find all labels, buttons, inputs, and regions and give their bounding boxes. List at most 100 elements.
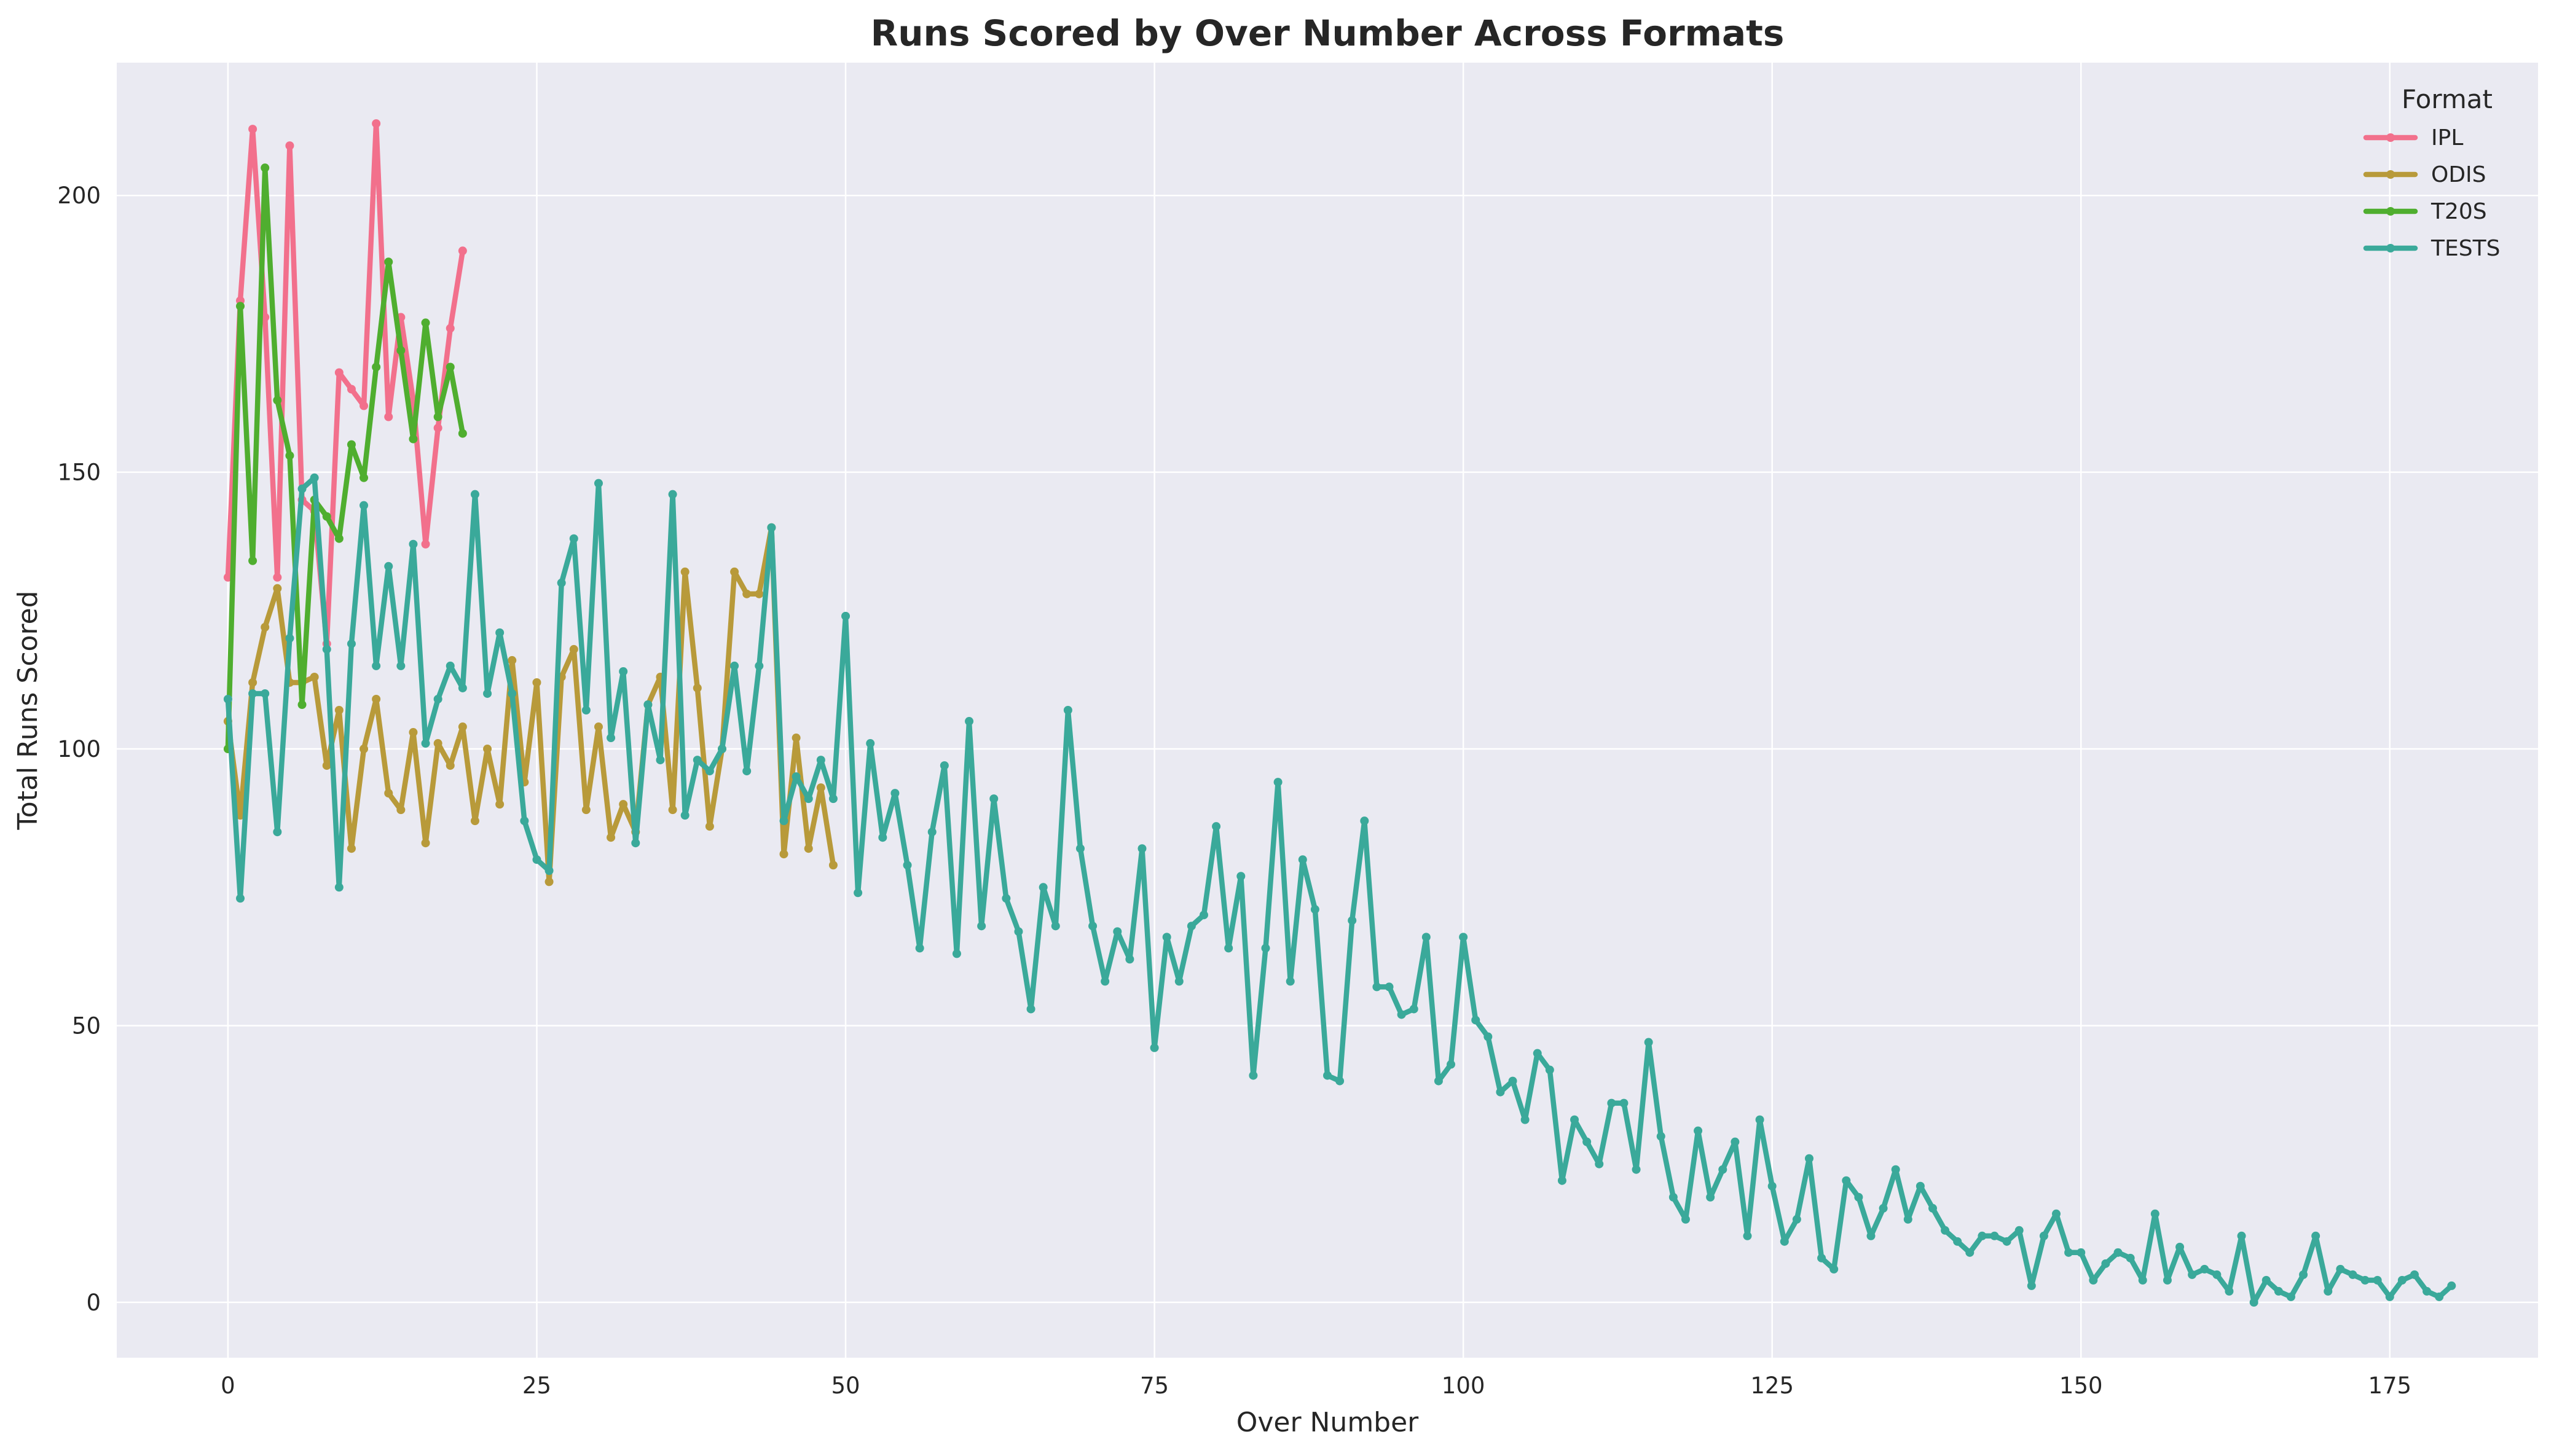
y-axis-ticks: 0 50 100 150 200 (57, 182, 101, 1316)
data-point-t20s (409, 434, 418, 444)
data-point-tests (372, 661, 381, 670)
data-point-ipl (273, 573, 282, 582)
data-point-odis (779, 850, 788, 859)
chart-title: Runs Scored by Over Number Across Format… (871, 12, 1785, 54)
data-point-ipl (446, 324, 455, 333)
data-point-odis (594, 722, 603, 732)
data-point-ipl (285, 141, 294, 151)
data-point-tests (767, 523, 776, 532)
data-point-tests (965, 717, 974, 726)
plot-background (117, 63, 2538, 1358)
data-point-tests (1941, 1226, 1950, 1235)
data-point-ipl (372, 119, 381, 128)
data-point-tests (2286, 1292, 2295, 1301)
data-point-tests (1002, 894, 1011, 903)
data-point-tests (903, 861, 912, 870)
data-point-t20s (236, 302, 245, 311)
data-point-tests (680, 811, 690, 820)
data-point-t20s (433, 412, 442, 421)
data-point-tests (310, 473, 319, 482)
data-point-tests (446, 661, 455, 670)
data-point-t20s (421, 318, 430, 327)
data-point-odis (322, 761, 331, 770)
data-point-tests (1385, 982, 1394, 992)
x-tick-label: 125 (1750, 1372, 1794, 1399)
data-point-t20s (458, 429, 467, 438)
data-point-tests (2397, 1275, 2407, 1285)
data-point-tests (631, 839, 640, 848)
data-point-tests (1101, 977, 1110, 986)
legend-marker-odis (2386, 170, 2395, 179)
data-point-tests (816, 756, 825, 765)
data-point-odis (742, 589, 752, 598)
data-point-tests (1360, 816, 1369, 826)
data-point-tests (2237, 1231, 2246, 1240)
series-layer (223, 119, 2456, 1307)
data-point-tests (1854, 1192, 1863, 1202)
data-point-tests (470, 490, 479, 499)
data-point-tests (1879, 1204, 1888, 1213)
data-point-tests (1397, 1010, 1406, 1019)
data-point-tests (1212, 822, 1221, 831)
data-point-tests (1150, 1043, 1159, 1052)
data-point-tests (1644, 1038, 1653, 1047)
series-tests (223, 473, 2456, 1307)
data-point-odis (730, 567, 739, 576)
data-point-tests (1545, 1065, 1554, 1074)
data-point-t20s (297, 700, 307, 709)
series-t20s (223, 163, 467, 754)
series-line-t20s (225, 165, 466, 752)
data-point-tests (1286, 977, 1295, 986)
data-point-tests (866, 739, 875, 748)
data-point-tests (2336, 1264, 2345, 1274)
data-point-odis (804, 844, 813, 853)
data-point-ipl (433, 423, 442, 432)
data-point-tests (2039, 1231, 2048, 1240)
data-point-odis (680, 567, 690, 576)
data-point-tests (1496, 1087, 1505, 1097)
y-axis-label: Total Runs Scored (12, 590, 44, 830)
data-point-odis (446, 761, 455, 770)
data-point-tests (2249, 1297, 2258, 1307)
legend-label-tests: TESTS (2430, 236, 2500, 261)
data-point-odis (668, 805, 677, 815)
data-point-tests (2113, 1248, 2123, 1257)
data-point-tests (1619, 1098, 1629, 1108)
data-point-tests (730, 661, 739, 670)
data-point-tests (1224, 944, 1233, 953)
data-point-odis (508, 656, 517, 665)
x-tick-label: 75 (1140, 1372, 1169, 1399)
data-point-tests (890, 789, 900, 798)
data-point-tests (1323, 1071, 1332, 1080)
data-point-tests (581, 706, 591, 714)
data-point-odis (755, 589, 764, 598)
data-point-tests (656, 756, 665, 765)
data-point-odis (372, 694, 381, 703)
data-point-tests (544, 866, 554, 875)
data-point-tests (2052, 1209, 2061, 1218)
data-point-tests (1298, 855, 1307, 864)
data-point-tests (1039, 883, 1048, 892)
data-point-tests (607, 734, 616, 743)
data-point-tests (1595, 1159, 1604, 1168)
data-point-odis (360, 745, 369, 754)
data-point-tests (2261, 1275, 2271, 1285)
y-tick-label: 150 (57, 460, 101, 486)
data-point-tests (1138, 844, 1147, 853)
data-point-odis (816, 783, 825, 793)
data-point-tests (927, 828, 937, 837)
y-tick-label: 50 (72, 1012, 101, 1039)
data-point-t20s (261, 163, 270, 173)
data-point-tests (1928, 1204, 1937, 1213)
data-point-odis (569, 644, 578, 654)
data-point-t20s (322, 512, 331, 521)
data-point-tests (2064, 1248, 2073, 1257)
data-point-tests (1829, 1264, 1839, 1274)
data-point-ipl (458, 246, 467, 256)
data-point-tests (594, 479, 603, 488)
data-point-tests (1681, 1215, 1690, 1224)
data-point-tests (2311, 1231, 2320, 1240)
data-point-tests (2077, 1248, 2086, 1257)
data-point-tests (1668, 1192, 1678, 1202)
data-point-ipl (384, 412, 393, 421)
